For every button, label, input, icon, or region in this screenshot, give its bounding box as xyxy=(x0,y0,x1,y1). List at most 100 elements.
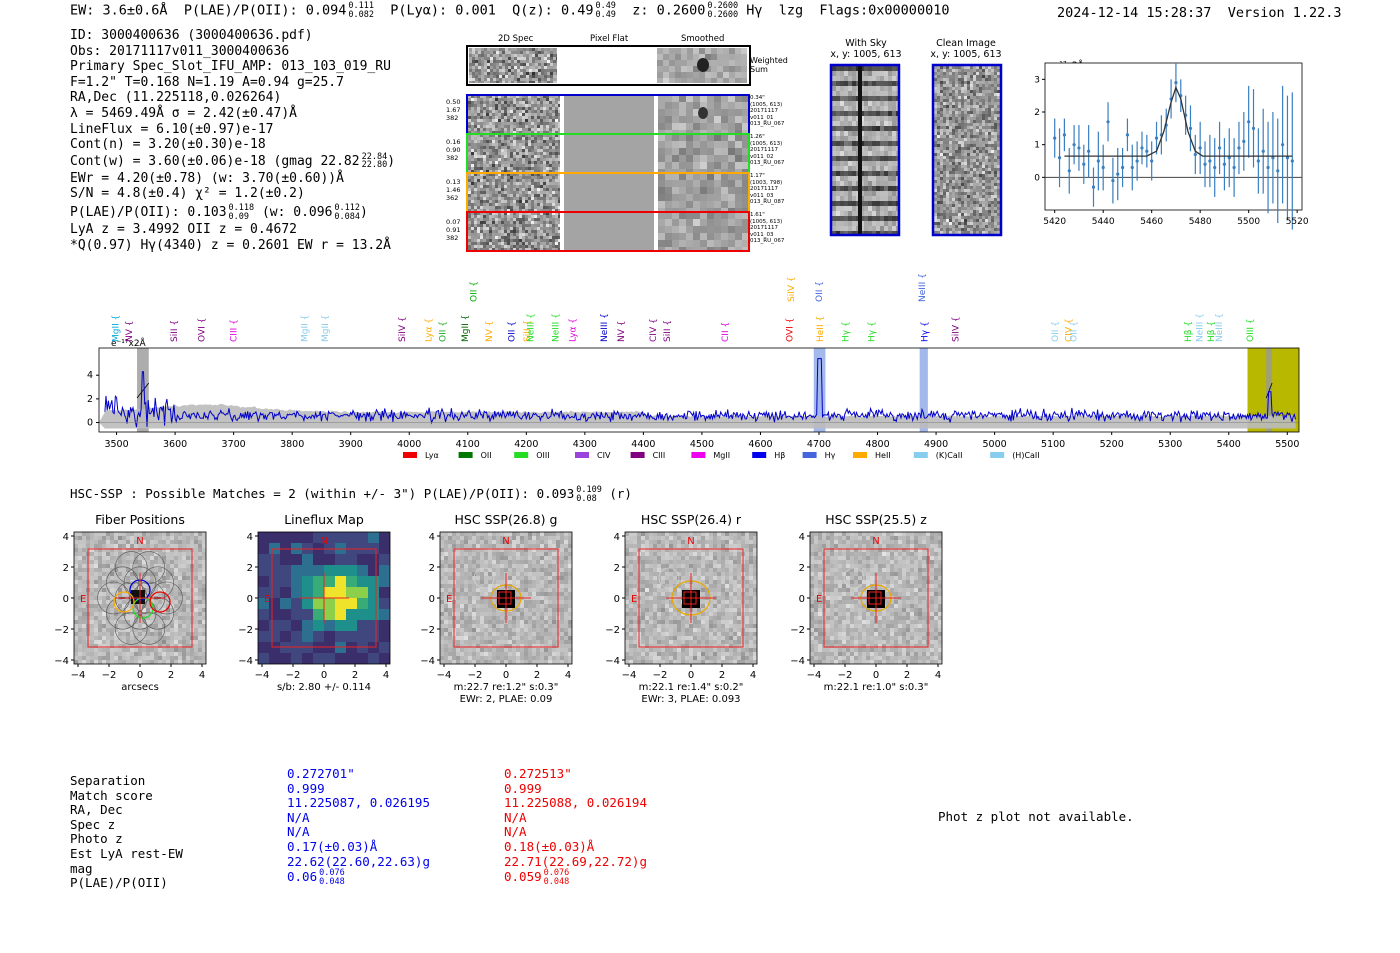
clean-pixel xyxy=(973,225,976,228)
smooth-pixel xyxy=(741,72,747,78)
clean-pixel xyxy=(970,162,973,165)
clean-pixel xyxy=(949,99,952,102)
noise-pixel xyxy=(525,170,528,173)
noise-pixel xyxy=(558,236,560,239)
noise-pixel xyxy=(507,110,510,113)
sky-trace xyxy=(858,161,862,166)
clean-pixel xyxy=(982,174,985,177)
noise-pixel xyxy=(474,215,477,218)
clean-pixel xyxy=(964,174,967,177)
clean-pixel xyxy=(964,96,967,99)
clean-pixel xyxy=(937,195,940,198)
header-version: Version 1.22.3 xyxy=(1227,5,1342,21)
smooth-pixel xyxy=(693,102,700,109)
clean-pixel xyxy=(937,231,940,234)
img-pixel xyxy=(146,536,150,540)
smooth-pixel xyxy=(711,60,717,66)
sky-pixel xyxy=(832,226,836,231)
img-pixel xyxy=(82,560,86,564)
noise-pixel xyxy=(552,137,555,140)
clean-pixel xyxy=(955,186,958,189)
noise-pixel xyxy=(532,75,535,78)
noise-pixel xyxy=(522,200,525,203)
clean-pixel xyxy=(949,78,952,81)
clean-pixel xyxy=(958,216,961,219)
img-pixel xyxy=(126,560,130,564)
smooth-pixel xyxy=(717,66,723,72)
smooth-pixel xyxy=(687,54,693,60)
spectrum-frame xyxy=(98,347,1300,433)
img-pixel xyxy=(118,540,122,544)
fiber-left: 0.16 0.90 382 xyxy=(446,138,460,162)
noise-pixel xyxy=(514,72,517,75)
clean-pixel xyxy=(973,162,976,165)
fiber-info: 1.17" xyxy=(750,173,765,179)
x-tick-label: 5480 xyxy=(1189,217,1212,227)
img-pixel xyxy=(146,532,150,536)
fiber-info: (1003, 798) xyxy=(750,179,783,186)
noise-pixel xyxy=(489,101,492,104)
noise-pixel xyxy=(483,179,486,182)
noise-pixel xyxy=(531,104,534,107)
sky-pixel xyxy=(848,196,852,201)
noise-pixel xyxy=(477,221,480,224)
noise-pixel xyxy=(540,209,543,212)
noise-pixel xyxy=(490,57,493,60)
noise-pixel xyxy=(513,125,516,128)
clean-pixel xyxy=(949,84,952,87)
clean-pixel xyxy=(958,222,961,225)
clean-pixel xyxy=(997,219,1000,222)
noise-pixel xyxy=(478,81,481,83)
noise-pixel xyxy=(552,164,555,167)
clean-pixel xyxy=(973,75,976,78)
noise-pixel xyxy=(552,131,555,134)
noise-pixel xyxy=(537,242,540,245)
clean-pixel xyxy=(976,105,979,108)
noise-pixel xyxy=(547,81,550,83)
clean-pixel xyxy=(949,126,952,129)
clean-pixel xyxy=(979,111,982,114)
clean-pixel xyxy=(979,123,982,126)
img-pixel xyxy=(198,544,202,548)
clean-pixel xyxy=(976,207,979,210)
legend-label: (K)CaII xyxy=(936,451,963,460)
noise-pixel xyxy=(498,164,501,167)
clean-pixel xyxy=(976,129,979,132)
noise-pixel xyxy=(528,182,531,185)
sky-pixel xyxy=(852,161,856,166)
sky-pixel xyxy=(852,76,856,81)
clean-pixel xyxy=(976,162,979,165)
noise-pixel xyxy=(546,236,549,239)
img-pixel xyxy=(162,576,166,580)
noise-pixel xyxy=(555,200,558,203)
sky-pixel xyxy=(844,171,848,176)
clean-pixel xyxy=(955,174,958,177)
img-pixel xyxy=(194,576,198,580)
noise-pixel xyxy=(499,66,502,69)
clean-pixel xyxy=(979,150,982,153)
legend-label: Lyα xyxy=(425,451,439,460)
noise-pixel xyxy=(483,197,486,200)
noise-pixel xyxy=(547,75,550,78)
clean-pixel xyxy=(964,72,967,75)
noise-pixel xyxy=(499,54,502,57)
img-pixel xyxy=(122,568,126,572)
noise-pixel xyxy=(471,128,474,131)
clean-pixel xyxy=(940,219,943,222)
sky-pixel xyxy=(880,161,884,166)
smooth-pixel xyxy=(735,123,742,130)
noise-pixel xyxy=(468,104,471,107)
info-plae-text: P(LAE)/P(OII): 0.103 xyxy=(70,205,227,221)
smooth-pixel xyxy=(707,162,714,169)
clean-pixel xyxy=(988,84,991,87)
clean-pixel xyxy=(985,141,988,144)
clean-pixel xyxy=(973,114,976,117)
smooth-pixel xyxy=(672,226,679,233)
noise-pixel xyxy=(543,188,546,191)
img-pixel xyxy=(154,572,158,576)
header-ew: EW: 3.6±0.6Å xyxy=(70,2,168,19)
noise-pixel xyxy=(522,104,525,107)
img-pixel xyxy=(98,580,102,584)
noise-pixel xyxy=(553,57,556,60)
noise-pixel xyxy=(513,164,516,167)
